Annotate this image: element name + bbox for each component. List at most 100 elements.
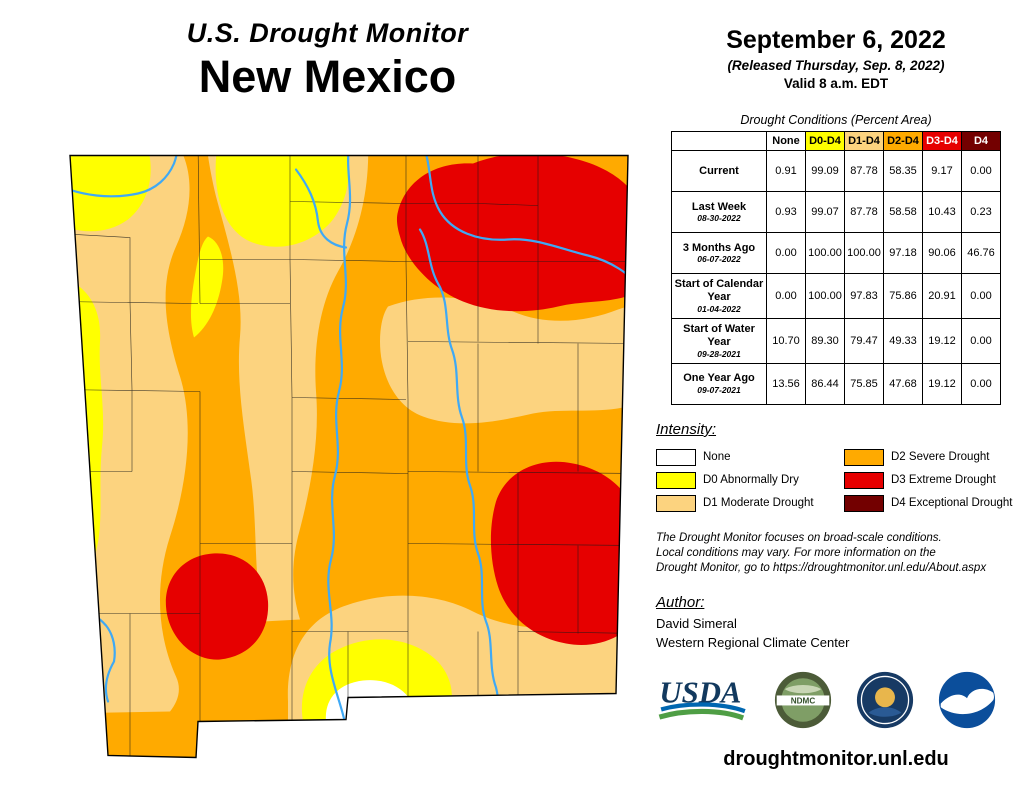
disclaimer: The Drought Monitor focuses on broad-sca… xyxy=(656,531,1020,577)
region-d3-northeast xyxy=(396,155,628,312)
info-panel: September 6, 2022 (Released Thursday, Se… xyxy=(652,0,1020,791)
value-cell: 0.00 xyxy=(961,317,1001,364)
commerce-wave-icon xyxy=(868,707,902,717)
value-cell: 0.00 xyxy=(961,362,1001,405)
logo-row: USDA NDMC xyxy=(656,668,1020,732)
title-block: U.S. Drought Monitor New Mexico xyxy=(0,0,655,103)
legend-label: D1 Moderate Drought xyxy=(703,497,814,510)
table-corner-cell xyxy=(671,131,767,151)
value-cell: 0.00 xyxy=(961,273,1001,319)
drought-map xyxy=(58,140,642,765)
column-header-none: None xyxy=(766,131,806,151)
region-d3-southeast xyxy=(490,461,628,645)
ndmc-banner xyxy=(776,695,830,706)
legend-swatch xyxy=(844,494,884,512)
column-header-d0-d4: D0-D4 xyxy=(805,131,845,151)
pecos-river xyxy=(418,228,502,721)
disclaimer-line: The Drought Monitor focuses on broad-sca… xyxy=(656,531,942,544)
value-cell: 0.00 xyxy=(961,150,1001,192)
value-cell: 47.68 xyxy=(883,362,923,405)
region-d1-north-center xyxy=(206,155,369,622)
legend-label: None xyxy=(703,451,731,464)
value-cell: 75.85 xyxy=(844,362,884,405)
value-cell: 79.47 xyxy=(844,317,884,364)
value-cell: 100.00 xyxy=(844,232,884,274)
valid-time: Valid 8 a.m. EDT xyxy=(783,76,889,91)
row-label: 3 Months Ago 06-07-2022 xyxy=(671,232,767,274)
commerce-logo xyxy=(856,671,914,728)
column-header-d1-d4: D1-D4 xyxy=(844,131,884,151)
release-info: (Released Thursday, Sep. 8, 2022) xyxy=(727,58,945,73)
region-d1-east-center xyxy=(380,297,628,424)
value-cell: 90.06 xyxy=(922,232,962,274)
value-cell: 58.58 xyxy=(883,191,923,233)
legend-swatch xyxy=(656,448,696,466)
row-label: One Year Ago 09-07-2021 xyxy=(671,362,767,405)
map-section: U.S. Drought Monitor New Mexico xyxy=(0,0,655,765)
value-cell: 89.30 xyxy=(805,317,845,364)
ndmc-text: NDMC xyxy=(791,696,816,705)
legend-swatch xyxy=(656,471,696,489)
ndmc-logo: NDMC xyxy=(774,671,832,728)
value-cell: 49.33 xyxy=(883,317,923,364)
value-cell: 19.12 xyxy=(922,362,962,405)
report-title: U.S. Drought Monitor xyxy=(186,18,469,48)
value-cell: 99.09 xyxy=(805,150,845,192)
value-cell: 10.43 xyxy=(922,191,962,233)
row-label: Start of Water Year 09-28-2021 xyxy=(671,317,767,364)
noaa-logo xyxy=(938,671,996,728)
legend-item: D1 Moderate Drought xyxy=(656,492,844,515)
table-row: Start of Calendar Year 01-04-2022 0.00 100.… xyxy=(671,273,1001,319)
table-row: Start of Water Year 09-28-2021 10.70 89.30 7… xyxy=(671,317,1001,364)
intensity-heading: Intensity: xyxy=(656,420,717,438)
value-cell: 86.44 xyxy=(805,362,845,405)
disclaimer-line: Local conditions may vary. For more info… xyxy=(656,547,936,560)
legend-label: D0 Abnormally Dry xyxy=(703,474,799,487)
san-juan-river xyxy=(70,155,180,198)
author-name: David Simeral xyxy=(656,616,737,632)
region-d0-north-tail xyxy=(190,236,224,338)
region-d3-south-center xyxy=(165,553,269,660)
value-cell: 100.00 xyxy=(805,232,845,274)
legend-swatch xyxy=(844,448,884,466)
drought-conditions-table: None D0-D4 D1-D4 D2-D4 D3-D4 D4 Current 0.91 99… xyxy=(671,131,1001,405)
value-cell: 20.91 xyxy=(922,273,962,319)
report-date: September 6, 2022 xyxy=(726,26,946,54)
canadian-river xyxy=(422,155,628,289)
site-url: droughtmonitor.unl.edu xyxy=(723,747,949,770)
new-mexico-map-svg xyxy=(69,154,629,759)
rio-grande-river xyxy=(327,155,352,720)
value-cell: 99.07 xyxy=(805,191,845,233)
column-header-d2-d4: D2-D4 xyxy=(883,131,923,151)
table-row: 3 Months Ago 06-07-2022 0.00 100.00 100.00 97… xyxy=(671,232,1001,274)
legend-item: D2 Severe Drought xyxy=(844,446,1020,469)
legend-item: D0 Abnormally Dry xyxy=(656,469,844,492)
legend-swatch xyxy=(656,494,696,512)
state-name: New Mexico xyxy=(198,51,457,102)
table-row: Last Week 08-30-2022 0.93 99.07 87.78 58.58 10… xyxy=(671,191,1001,233)
value-cell: 58.35 xyxy=(883,150,923,192)
value-cell: 0.00 xyxy=(766,273,806,319)
disclaimer-line: Drought Monitor, go to https://droughtmo… xyxy=(656,562,987,575)
ndmc-land-icon xyxy=(784,684,822,693)
legend-swatch xyxy=(844,471,884,489)
commerce-inner-ring xyxy=(860,675,910,724)
legend-item: D3 Extreme Drought xyxy=(844,469,1020,492)
table-row: One Year Ago 09-07-2021 13.56 86.44 75.85 47.… xyxy=(671,362,1001,405)
author-org: Western Regional Climate Center xyxy=(656,634,850,650)
value-cell: 97.18 xyxy=(883,232,923,274)
value-cell: 100.00 xyxy=(805,273,845,319)
column-header-d3-d4: D3-D4 xyxy=(922,131,962,151)
legend-item: None xyxy=(656,446,844,469)
intensity-legend: None D0 Abnormally Dry D1 Moderate Drought… xyxy=(656,446,1020,515)
value-cell: 0.23 xyxy=(961,191,1001,233)
value-cell: 0.91 xyxy=(766,150,806,192)
usda-swoosh-blue-icon xyxy=(660,702,746,713)
table-body: Current 0.91 99.09 87.78 58.35 9.17 0.00 Last W… xyxy=(671,150,1001,405)
commerce-emblem-icon xyxy=(875,687,895,708)
usda-swoosh-green-icon xyxy=(658,708,745,721)
table-row: Current 0.91 99.09 87.78 58.35 9.17 0.00 xyxy=(671,150,1001,192)
chama-river xyxy=(294,168,348,249)
value-cell: 13.56 xyxy=(766,362,806,405)
value-cell: 0.93 xyxy=(766,191,806,233)
